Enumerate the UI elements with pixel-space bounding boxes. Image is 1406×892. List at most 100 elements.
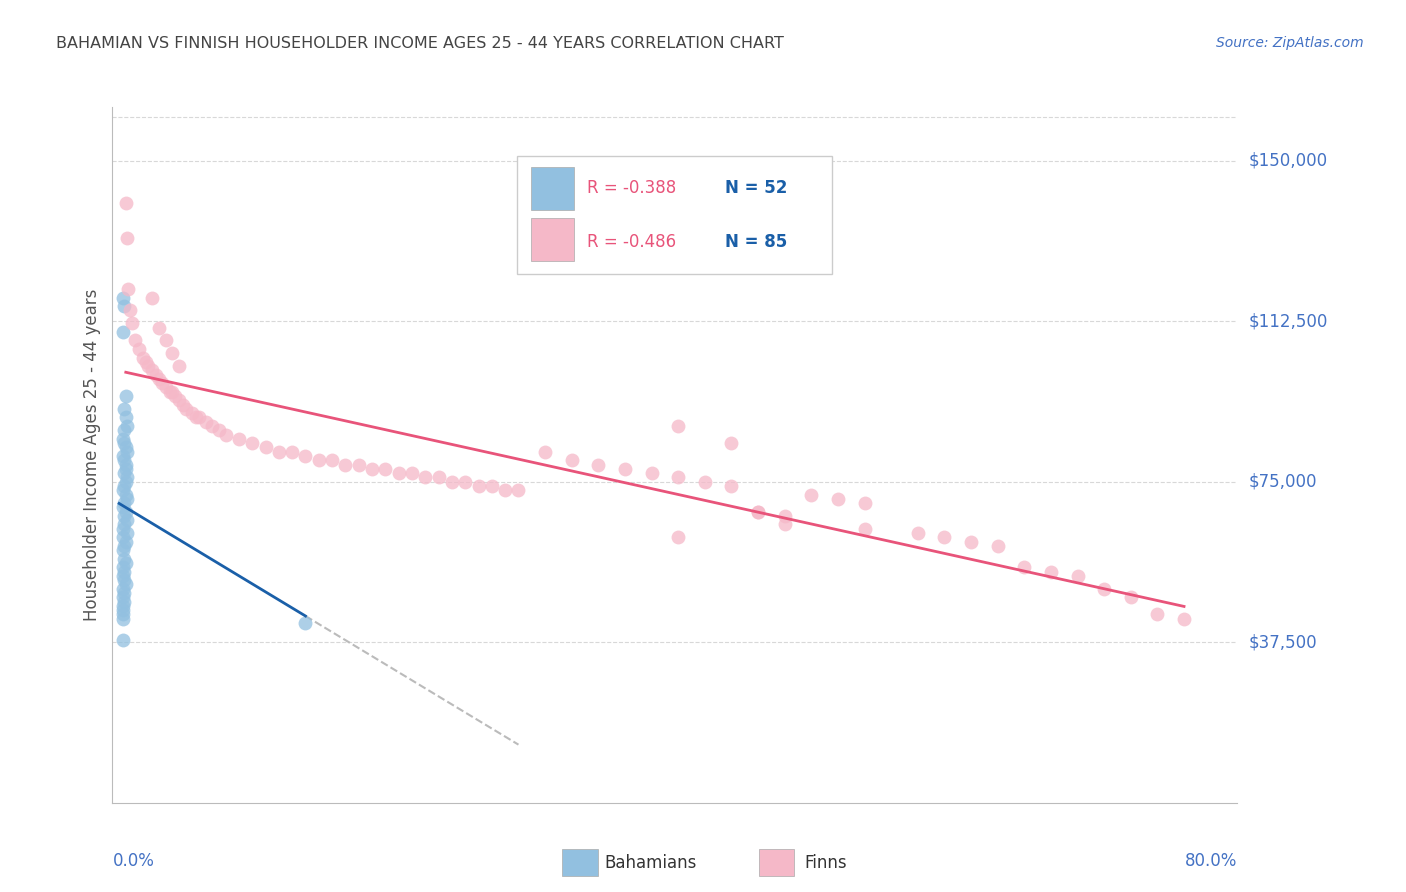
Point bbox=[335, 458, 357, 472]
Point bbox=[773, 517, 796, 532]
Point bbox=[1039, 565, 1062, 579]
Point bbox=[267, 444, 290, 458]
Point bbox=[145, 368, 167, 382]
Point bbox=[115, 230, 138, 244]
Point bbox=[588, 458, 610, 472]
Point bbox=[114, 410, 136, 425]
Point bbox=[934, 530, 956, 544]
Point bbox=[114, 453, 136, 467]
Point bbox=[112, 612, 135, 626]
Text: N = 85: N = 85 bbox=[725, 233, 787, 251]
Point bbox=[853, 496, 876, 510]
Point bbox=[148, 372, 170, 386]
Text: R = -0.388: R = -0.388 bbox=[588, 178, 676, 197]
Point bbox=[114, 458, 136, 472]
Text: Source: ZipAtlas.com: Source: ZipAtlas.com bbox=[1216, 36, 1364, 50]
Point bbox=[827, 491, 849, 506]
Point bbox=[747, 505, 769, 519]
Point bbox=[720, 479, 742, 493]
Point bbox=[112, 599, 135, 613]
Point bbox=[114, 299, 136, 313]
Point bbox=[481, 479, 503, 493]
Point bbox=[960, 534, 983, 549]
Point bbox=[112, 582, 135, 596]
Point bbox=[666, 530, 689, 544]
Point bbox=[138, 359, 160, 373]
Point bbox=[1014, 560, 1036, 574]
FancyBboxPatch shape bbox=[517, 156, 832, 274]
Point bbox=[172, 398, 194, 412]
Text: $150,000: $150,000 bbox=[1249, 152, 1327, 169]
Text: Finns: Finns bbox=[804, 854, 846, 871]
Point bbox=[208, 423, 231, 437]
Point bbox=[112, 569, 135, 583]
Point bbox=[194, 415, 217, 429]
Point bbox=[561, 453, 583, 467]
Point bbox=[201, 419, 224, 434]
Point bbox=[186, 410, 208, 425]
Point bbox=[115, 419, 138, 434]
Text: Bahamians: Bahamians bbox=[605, 854, 697, 871]
Point bbox=[114, 556, 136, 570]
Point bbox=[321, 453, 343, 467]
Point bbox=[155, 380, 177, 394]
Point bbox=[112, 633, 135, 648]
Point bbox=[114, 401, 136, 416]
FancyBboxPatch shape bbox=[531, 167, 574, 210]
Point bbox=[114, 534, 136, 549]
Point bbox=[112, 530, 135, 544]
Text: $75,000: $75,000 bbox=[1249, 473, 1317, 491]
Point bbox=[114, 505, 136, 519]
Point bbox=[114, 479, 136, 493]
Text: 80.0%: 80.0% bbox=[1185, 852, 1237, 870]
Point bbox=[440, 475, 463, 489]
Point bbox=[150, 376, 173, 391]
Point bbox=[413, 470, 436, 484]
Point bbox=[115, 444, 138, 458]
Point bbox=[112, 607, 135, 622]
Point bbox=[114, 573, 136, 587]
Text: BAHAMIAN VS FINNISH HOUSEHOLDER INCOME AGES 25 - 44 YEARS CORRELATION CHART: BAHAMIAN VS FINNISH HOUSEHOLDER INCOME A… bbox=[56, 36, 785, 51]
Point bbox=[114, 594, 136, 608]
Point bbox=[907, 526, 929, 541]
Point bbox=[987, 539, 1010, 553]
Point bbox=[240, 436, 263, 450]
Point bbox=[118, 303, 141, 318]
Point bbox=[114, 466, 136, 480]
Point bbox=[132, 351, 155, 365]
Point bbox=[494, 483, 516, 498]
Point bbox=[114, 586, 136, 600]
Point bbox=[114, 475, 136, 489]
Point bbox=[534, 444, 557, 458]
Point bbox=[1119, 591, 1142, 605]
Point bbox=[188, 410, 211, 425]
Point bbox=[159, 384, 181, 399]
Point bbox=[308, 453, 330, 467]
Point bbox=[163, 389, 186, 403]
Point bbox=[114, 389, 136, 403]
Point bbox=[167, 359, 190, 373]
Point bbox=[773, 508, 796, 523]
Point bbox=[401, 466, 423, 480]
Text: $112,500: $112,500 bbox=[1249, 312, 1327, 330]
Point bbox=[141, 291, 163, 305]
Point bbox=[853, 522, 876, 536]
Y-axis label: Householder Income Ages 25 - 44 years: Householder Income Ages 25 - 44 years bbox=[83, 289, 101, 621]
Point bbox=[115, 470, 138, 484]
Text: 0.0%: 0.0% bbox=[112, 852, 155, 870]
Point bbox=[112, 449, 135, 463]
Point bbox=[112, 560, 135, 574]
Point bbox=[454, 475, 477, 489]
Point bbox=[114, 508, 136, 523]
Point bbox=[115, 526, 138, 541]
Point bbox=[114, 441, 136, 455]
Point bbox=[114, 487, 136, 501]
Point bbox=[112, 543, 135, 558]
Text: $37,500: $37,500 bbox=[1249, 633, 1317, 651]
Point bbox=[128, 342, 150, 356]
Point bbox=[254, 441, 277, 455]
Point bbox=[114, 436, 136, 450]
Point bbox=[347, 458, 370, 472]
Point bbox=[1173, 612, 1195, 626]
Point bbox=[181, 406, 204, 420]
